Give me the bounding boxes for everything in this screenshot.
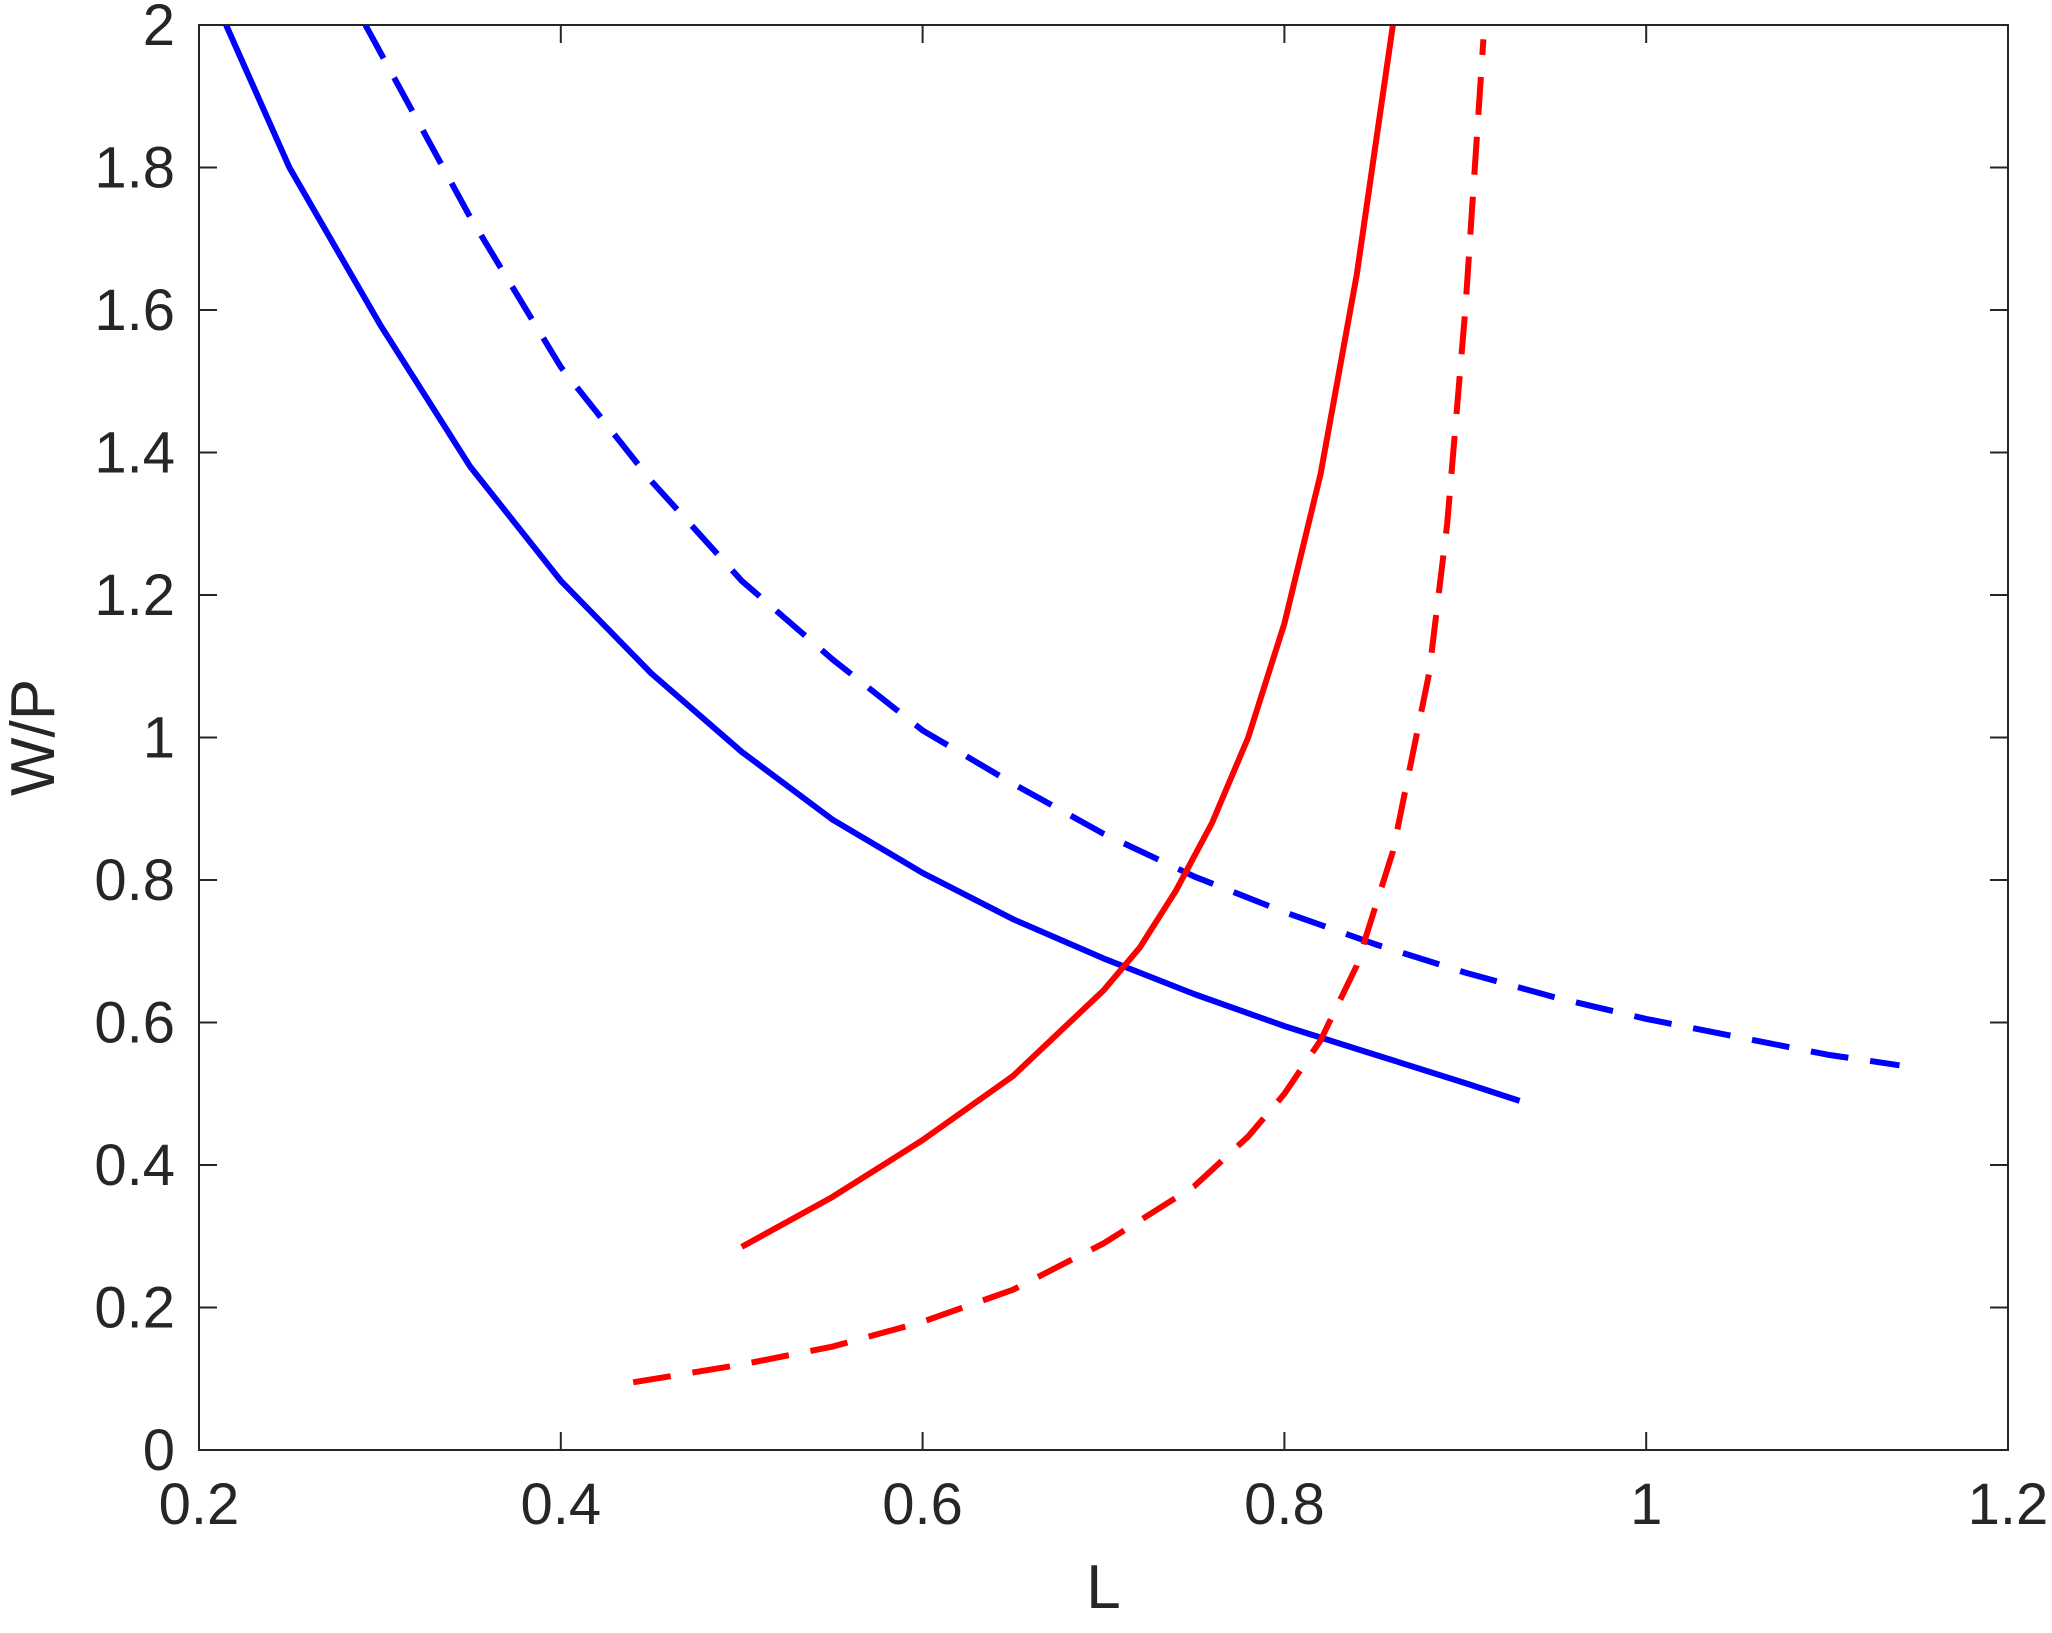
y-tick-label: 0.2: [94, 1276, 175, 1341]
series-line-2: [362, 25, 1900, 1069]
y-tick-label: 1.6: [94, 278, 175, 343]
series-line-4: [632, 39, 1487, 1386]
y-tick-label: 0.8: [94, 848, 175, 913]
series-line-1: [223, 25, 1521, 1104]
y-tick-label: 1.8: [94, 136, 175, 201]
x-tick-label: 0.4: [520, 1472, 601, 1537]
x-tick-label: 0.2: [159, 1472, 240, 1537]
y-tick-label: 1: [143, 706, 175, 771]
y-tick-label: 1.4: [94, 421, 175, 486]
x-tick-label: 1.2: [1968, 1472, 2049, 1537]
axes-box: [198, 24, 2009, 1451]
series-line-3: [740, 25, 1396, 1250]
x-tick-label: 0.8: [1244, 1472, 1325, 1537]
tick-layer: 0.2 0.4 0.6 0.8 1 1.200.20.40.60.811.21.41.61…: [94, 0, 2048, 1537]
x-axis-title: L: [1086, 1553, 1120, 1622]
x-tick-label: 0.6: [882, 1472, 963, 1537]
y-axis-title: W/P: [0, 679, 68, 796]
y-tick-label: 1.2: [94, 563, 175, 628]
y-tick-label: 2: [143, 0, 175, 58]
y-tick-label: 0: [143, 1418, 175, 1483]
y-tick-label: 0.6: [94, 991, 175, 1056]
y-tick-label: 0.4: [94, 1133, 175, 1198]
x-tick-label: 1: [1630, 1472, 1662, 1537]
series-layer: [223, 25, 1900, 1386]
